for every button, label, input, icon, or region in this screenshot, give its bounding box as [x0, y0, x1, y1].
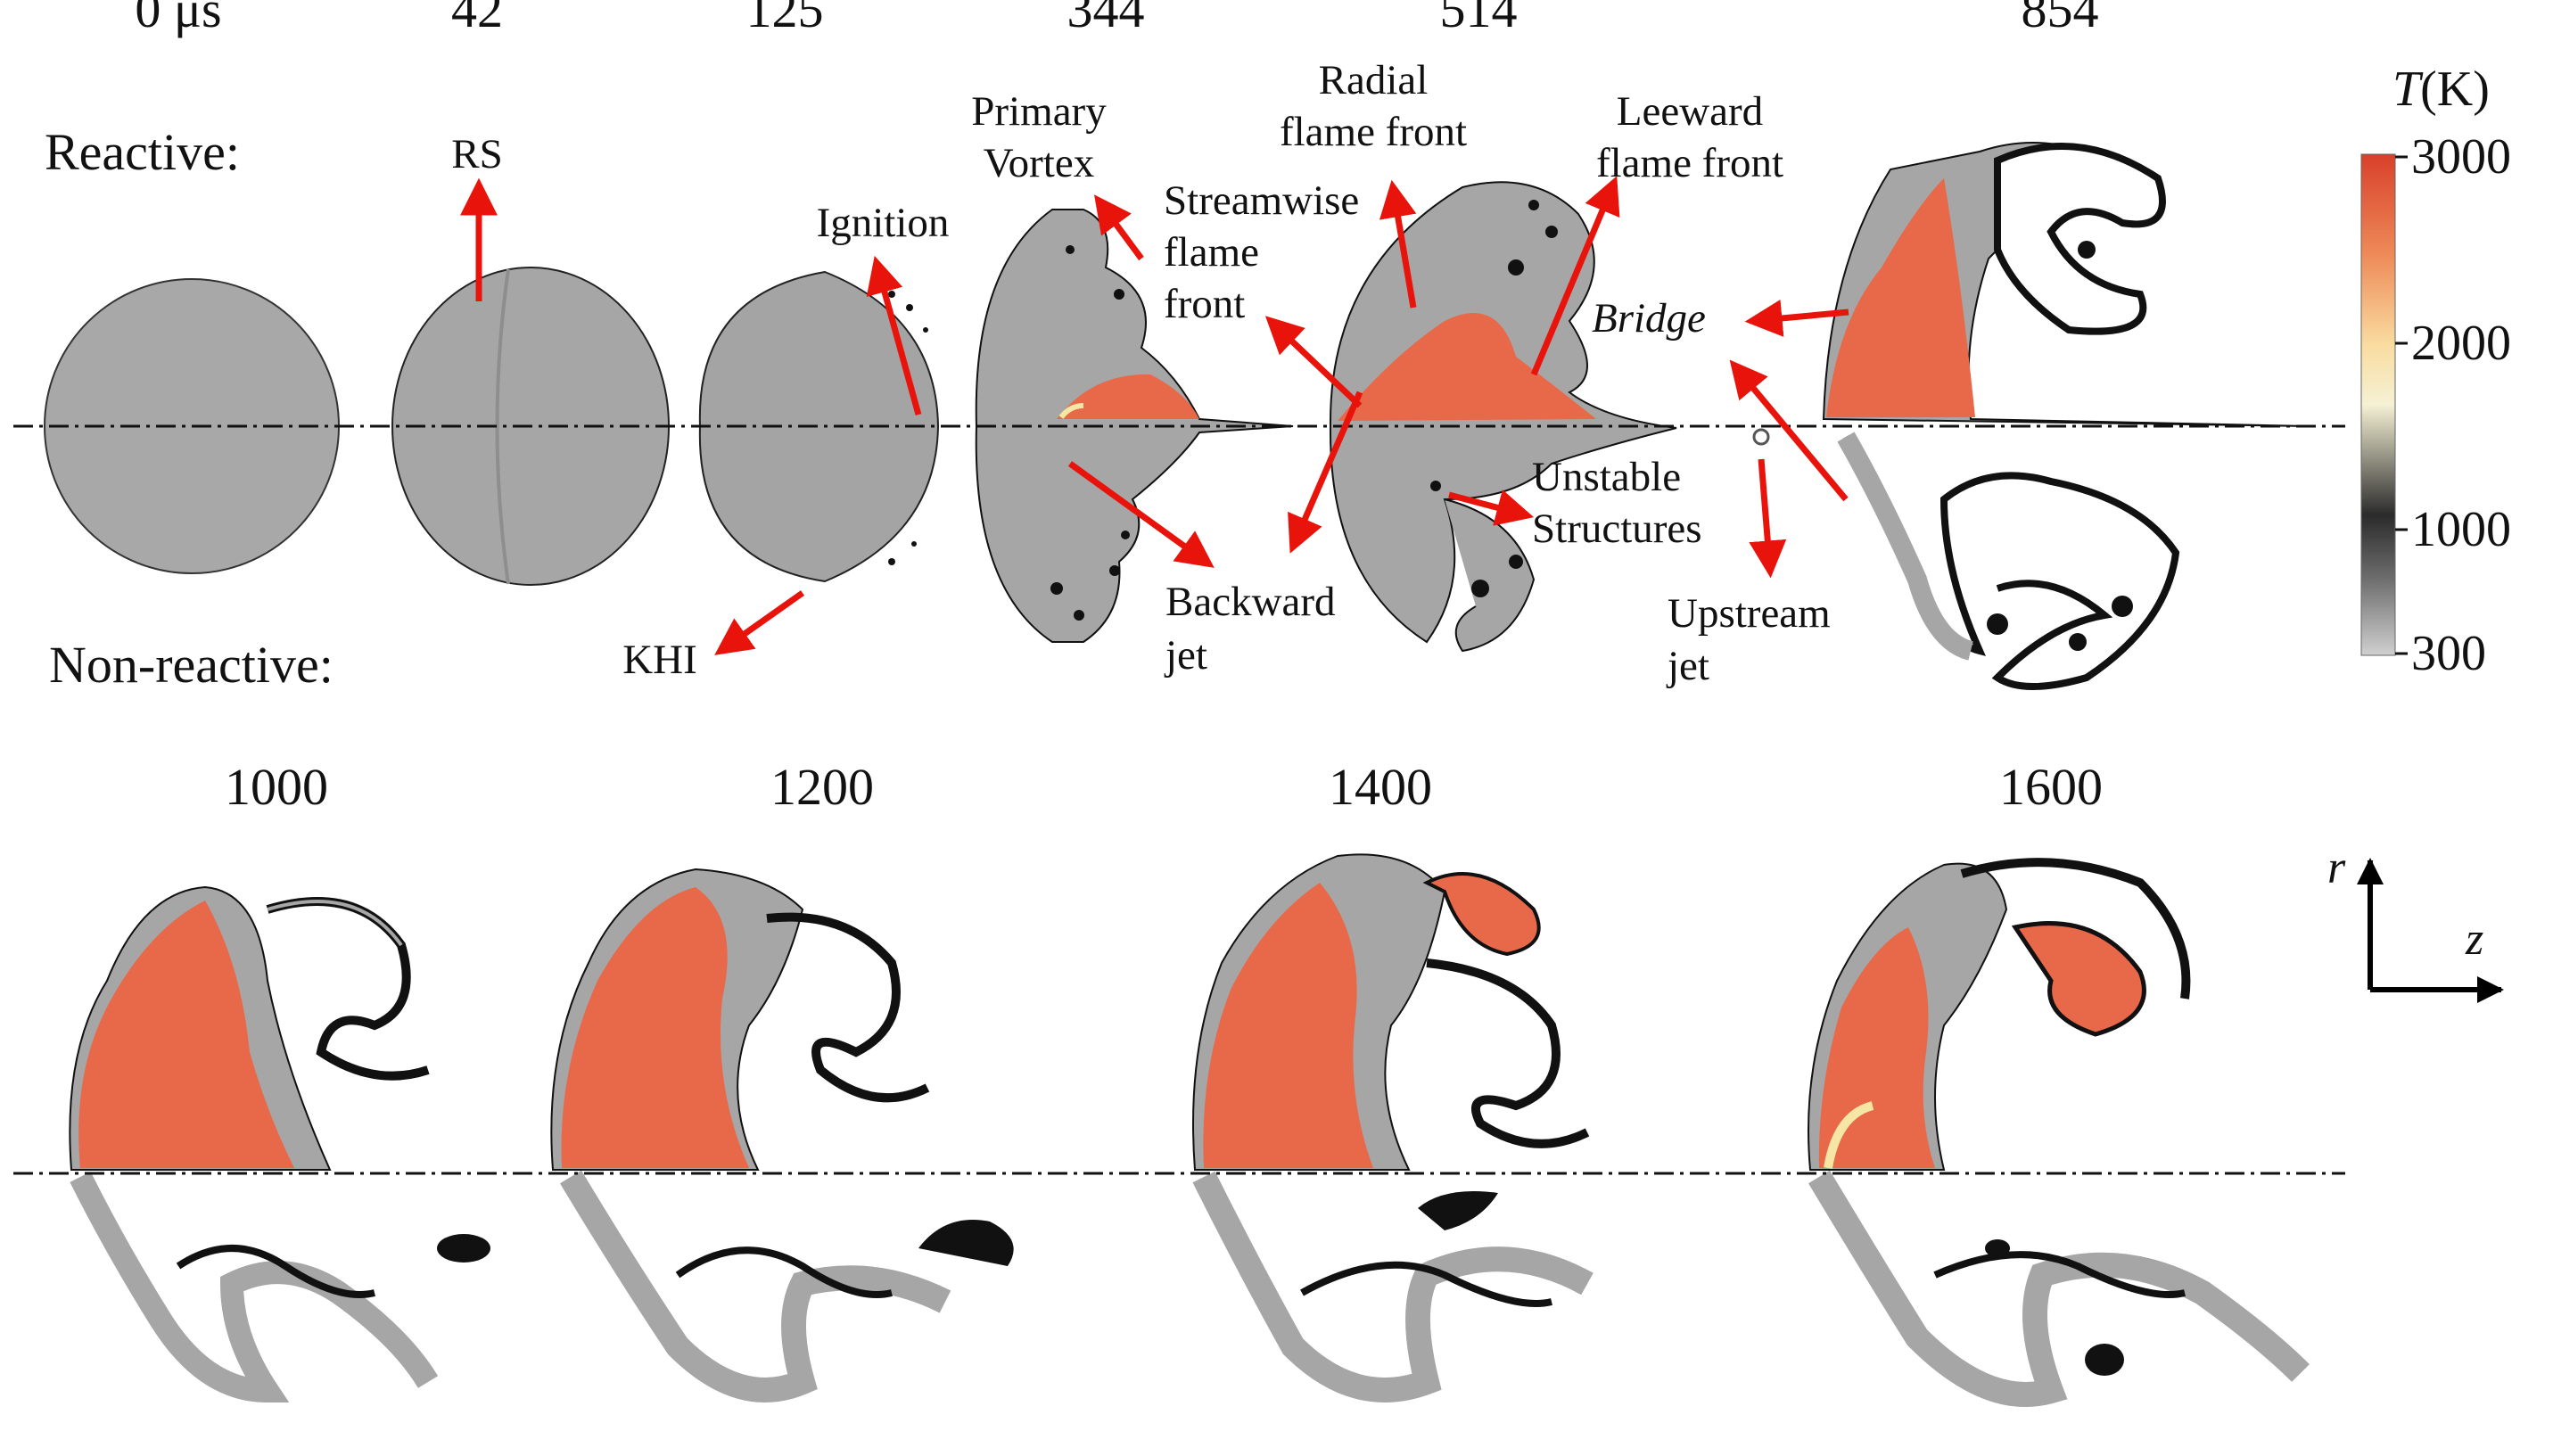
annotation-unstable-1: Unstable [1532, 454, 1681, 500]
small-vortex [1754, 430, 1768, 444]
annotation-khi: KHI [622, 637, 697, 683]
annotation-rs: RS [451, 131, 503, 177]
time-label-1400: 1400 [1329, 758, 1432, 816]
snapshot-514us [1330, 182, 1676, 651]
annotation-leeward-1: Leeward [1617, 88, 1763, 135]
annotation-primary-vortex-1: Primary [971, 88, 1107, 135]
annotation-streamwise-1: Streamwise [1164, 177, 1359, 224]
colorbar-title: T(K) [2392, 62, 2490, 117]
annotation-upstream-jet-2: jet [1666, 643, 1709, 689]
colorbar-tick-2000: 2000 [2411, 316, 2511, 371]
colorbar-tick-300: 300 [2411, 626, 2486, 681]
z-axis-label: z [2465, 914, 2483, 965]
colorbar-bar [2361, 154, 2395, 655]
time-label-1200: 1200 [770, 758, 874, 816]
colorbar-title-unit: (K) [2420, 62, 2490, 117]
annotation-leeward-2: flame front [1596, 140, 1783, 186]
colorbar-title-var: T [2392, 62, 2424, 117]
annotation-bridge: Bridge [1592, 295, 1706, 341]
time-label-514: 514 [1440, 0, 1518, 38]
time-label-1000: 1000 [225, 758, 328, 816]
time-label-1600: 1600 [1999, 758, 2103, 816]
colorbar-tick-3000: 3000 [2411, 129, 2511, 185]
annotation-ignition: Ignition [817, 200, 950, 246]
annotation-upstream-jet-1: Upstream [1668, 590, 1831, 637]
colorbar: T(K) 3000 2000 1000 300 [2361, 62, 2511, 681]
time-label-0: 0 μs [135, 0, 221, 38]
snapshot-1600us [1808, 862, 2301, 1394]
annotation-streamwise-3: front [1164, 281, 1245, 327]
coordinate-axes: r z [2327, 843, 2501, 990]
reactive-label: Reactive: [45, 123, 240, 181]
time-label-854: 854 [2022, 0, 2099, 38]
snapshot-1200us [551, 869, 1013, 1390]
time-label-42: 42 [451, 0, 503, 38]
snapshot-854us [1824, 143, 2310, 687]
time-label-125: 125 [746, 0, 824, 38]
annotation-radial-2: flame front [1280, 109, 1467, 155]
time-label-344: 344 [1067, 0, 1145, 38]
arrow-khi [721, 593, 803, 651]
annotation-backward-jet-1: Backward [1165, 579, 1336, 625]
arrow-upstream-jet [1761, 459, 1770, 571]
colorbar-tick-1000: 1000 [2411, 502, 2511, 557]
annotation-primary-vortex-2: Vortex [984, 140, 1094, 186]
non-reactive-label: Non-reactive: [49, 636, 334, 694]
annotation-streamwise-2: flame [1164, 229, 1259, 276]
annotation-radial-1: Radial [1319, 57, 1429, 103]
r-axis-label: r [2327, 843, 2346, 893]
annotation-backward-jet-2: jet [1164, 632, 1207, 679]
annotation-unstable-2: Structures [1532, 506, 1702, 552]
snapshot-1000us [70, 887, 490, 1391]
snapshot-1400us [1193, 854, 1587, 1390]
